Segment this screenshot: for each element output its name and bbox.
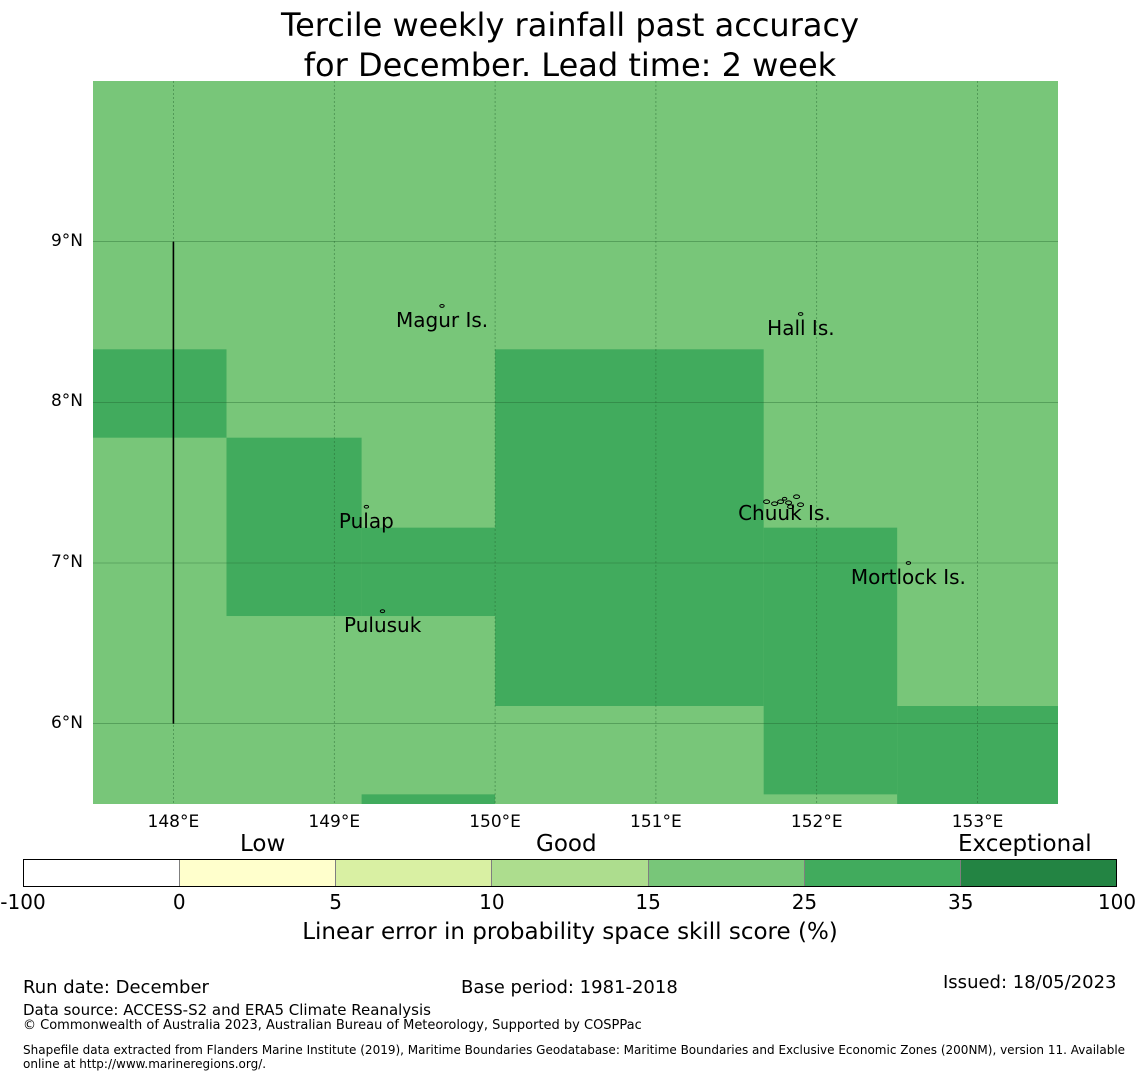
- colorbar-segment-3: [492, 860, 649, 886]
- skill-cell-6: [361, 794, 496, 804]
- lon-tick-label: 149°E: [308, 812, 361, 832]
- skill-cell-2: [361, 527, 496, 617]
- chuuk-islet-2: [777, 499, 785, 505]
- title-line-1: Tercile weekly rainfall past accuracy: [280, 6, 859, 44]
- island-outline-1: [797, 312, 804, 316]
- island-label: Magur Is.: [396, 307, 489, 332]
- colorbar-axis-label: Linear error in probability space skill …: [302, 919, 838, 945]
- colorbar-tick-label: -100: [0, 890, 46, 914]
- lat-tick-label: 6°N: [50, 712, 83, 733]
- colorbar-tick-label: 35: [947, 890, 974, 914]
- skill-cell-1: [226, 437, 362, 617]
- lon-tick-label: 153°E: [951, 812, 1004, 832]
- colorbar-category-good: Good: [536, 831, 597, 857]
- colorbar: [23, 859, 1117, 887]
- skill-cell-3: [495, 349, 764, 706]
- colorbar-tick-label: 5: [329, 890, 342, 914]
- lat-tick-label: 9°N: [50, 230, 83, 251]
- colorbar-segment-0: [24, 860, 181, 886]
- island-outline-0: [439, 304, 445, 308]
- colorbar-tick-label: 15: [635, 890, 661, 914]
- map-plot-area: [93, 81, 1058, 804]
- skill-cell-0: [93, 349, 227, 438]
- island-outline-3: [781, 496, 788, 501]
- colorbar-segment-6: [960, 860, 1116, 886]
- colorbar-tick-label: 25: [791, 890, 818, 914]
- lat-tick-label: 7°N: [50, 552, 83, 572]
- colorbar-tick-label: 0: [172, 890, 186, 914]
- island-label: Pulusuk: [344, 613, 422, 638]
- title-line-2: for December. Lead time: 2 week: [303, 46, 837, 84]
- lon-tick-label: 148°E: [147, 812, 200, 832]
- chuuk-islet-1: [771, 501, 779, 507]
- chuuk-islet-5: [797, 502, 805, 508]
- island-outline-4: [905, 561, 912, 565]
- chart-title: Tercile weekly rainfall past accuracy fo…: [0, 5, 1140, 85]
- shapefile-credit-line-2: online at http://www.marineregions.org/.: [23, 1057, 267, 1071]
- skill-cell-4: [763, 527, 898, 795]
- chuuk-islet-3: [785, 500, 793, 506]
- lon-tick-label: 151°E: [630, 812, 682, 832]
- island-label: Chuuk Is.: [738, 500, 831, 525]
- colorbar-tick-label: 10: [479, 890, 505, 914]
- colorbar-segment-2: [336, 860, 493, 886]
- island-outline-2: [363, 504, 370, 509]
- chuuk-islet-6: [787, 504, 795, 510]
- island-label: Pulap: [338, 508, 394, 533]
- colorbar-segment-4: [648, 860, 805, 886]
- issued-date: Issued: 18/05/2023: [943, 972, 1117, 993]
- lon-tick-label: 152°E: [790, 812, 843, 832]
- run-date: Run date: December: [23, 977, 209, 998]
- chuuk-islet-0: [763, 499, 771, 505]
- colorbar-segment-5: [804, 860, 961, 886]
- data-source: Data source: ACCESS-S2 and ERA5 Climate …: [23, 1001, 431, 1019]
- lat-tick-label: 8°N: [50, 391, 83, 412]
- chuuk-islet-4: [793, 494, 801, 500]
- colorbar-category-low: Low: [240, 831, 286, 857]
- island-label: Hall Is.: [767, 315, 835, 340]
- copyright: © Commonwealth of Australia 2023, Austra…: [23, 1018, 642, 1033]
- island-label: Mortlock Is.: [850, 565, 966, 589]
- island-outline-5: [379, 609, 386, 614]
- lon-tick-label: 150°E: [469, 812, 521, 832]
- colorbar-category-exceptional: Exceptional: [958, 831, 1092, 857]
- colorbar-tick-label: 100: [1097, 890, 1137, 914]
- map-svg: [93, 81, 1058, 804]
- colorbar-segment-1: [180, 860, 337, 886]
- shapefile-credit-line-1: Shapefile data extracted from Flanders M…: [23, 1043, 1126, 1057]
- base-period: Base period: 1981-2018: [461, 977, 678, 998]
